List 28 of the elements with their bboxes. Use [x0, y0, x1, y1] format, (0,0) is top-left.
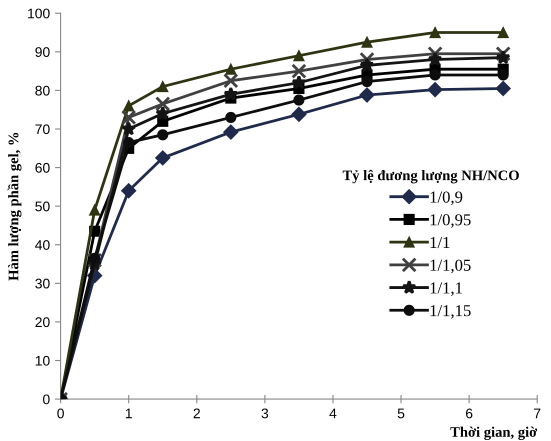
y-tick-label: 80 [35, 86, 50, 96]
y-tick-label: 40 [35, 240, 50, 250]
legend-label: 1/0,9 [430, 191, 462, 206]
x-tick-label: 5 [398, 408, 404, 418]
x-tick-label: 6 [466, 408, 472, 418]
y-tick-label: 100 [28, 8, 50, 18]
x-tick-label: 2 [194, 408, 200, 418]
x-tick-label: 4 [329, 408, 336, 418]
x-axis-title: Thời gian, giờ [450, 426, 538, 440]
x-tick-label: 0 [57, 408, 64, 418]
x-tick-label: 7 [534, 408, 540, 418]
y-axis-title: Hàm lượng phần gel, % [8, 132, 22, 281]
y-tick-label: 0 [43, 394, 50, 404]
y-tick-label: 50 [35, 202, 50, 212]
legend-label: 1/1 [430, 236, 450, 248]
legend-label: 1/1,15 [430, 305, 471, 319]
y-tick-label: 30 [35, 278, 50, 289]
legend-label: 1/1,05 [430, 260, 471, 274]
y-tick-label: 90 [35, 47, 50, 57]
legend-label: 1/1,1 [430, 282, 462, 296]
legend-title: Tỷ lệ đương lượng NH/NCO [342, 170, 519, 184]
y-tick-label: 20 [35, 317, 50, 328]
legend-label: 1/0,95 [430, 214, 471, 228]
y-tick-label: 70 [35, 124, 50, 134]
y-tick-label: 10 [36, 356, 50, 366]
x-tick-label: 3 [262, 408, 268, 418]
y-tick-label: 60 [35, 162, 50, 173]
x-tick-label: 1 [126, 408, 132, 418]
